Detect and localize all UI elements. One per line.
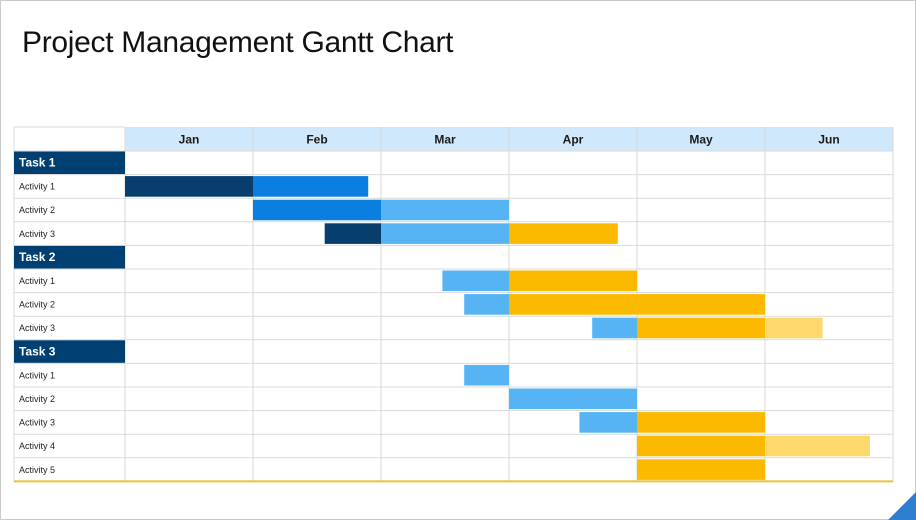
- gantt-bar: [509, 270, 637, 292]
- gantt-bar: [381, 199, 509, 221]
- task-label-bg: [14, 340, 125, 363]
- activity-label: Activity 2: [19, 300, 55, 310]
- activity-label: Activity 1: [19, 370, 55, 380]
- gantt-bar: [381, 223, 509, 244]
- gantt-bar: [509, 223, 618, 244]
- task-label-bg: [14, 245, 125, 269]
- activity-label: Activity 2: [19, 394, 55, 404]
- task-label: Task 3: [19, 344, 56, 358]
- gantt-bar: [509, 294, 637, 315]
- activity-label: Activity 3: [19, 418, 55, 428]
- gantt-bar: [125, 176, 253, 197]
- gantt-bar: [637, 317, 765, 339]
- gantt-bar: [464, 294, 509, 315]
- month-label: Feb: [306, 133, 327, 147]
- gantt-bar: [324, 223, 381, 244]
- gantt-bar: [592, 317, 637, 339]
- task-label-bg: [14, 151, 125, 175]
- gantt-bar: [464, 364, 509, 386]
- activity-label: Activity 1: [19, 276, 55, 286]
- page-title: Project Management Gantt Chart: [22, 26, 454, 59]
- gantt-bar: [765, 435, 870, 457]
- gantt-bar: [765, 317, 823, 339]
- month-label: Jun: [818, 133, 839, 147]
- activity-label: Activity 3: [19, 229, 55, 239]
- month-label: May: [689, 133, 713, 147]
- corner-accent: [888, 492, 916, 520]
- gantt-bar: [637, 412, 765, 433]
- month-label: Jan: [179, 133, 200, 147]
- activity-label: Activity 4: [19, 441, 55, 451]
- gantt-bar: [637, 294, 765, 315]
- task-label: Task 2: [19, 250, 56, 264]
- gantt-bar: [637, 435, 765, 457]
- gantt-bar: [637, 459, 765, 480]
- activity-label: Activity 1: [19, 182, 55, 192]
- month-label: Apr: [563, 133, 584, 147]
- gantt-bar: [442, 270, 509, 292]
- month-label: Mar: [434, 133, 456, 147]
- activity-label: Activity 2: [19, 205, 55, 215]
- gantt-bar: [253, 199, 381, 221]
- task-label: Task 1: [19, 156, 56, 170]
- gantt-bar: [579, 412, 637, 433]
- gantt-bar: [509, 388, 637, 410]
- gantt-bar: [253, 176, 369, 197]
- activity-label: Activity 5: [19, 465, 55, 475]
- activity-label: Activity 3: [19, 323, 55, 333]
